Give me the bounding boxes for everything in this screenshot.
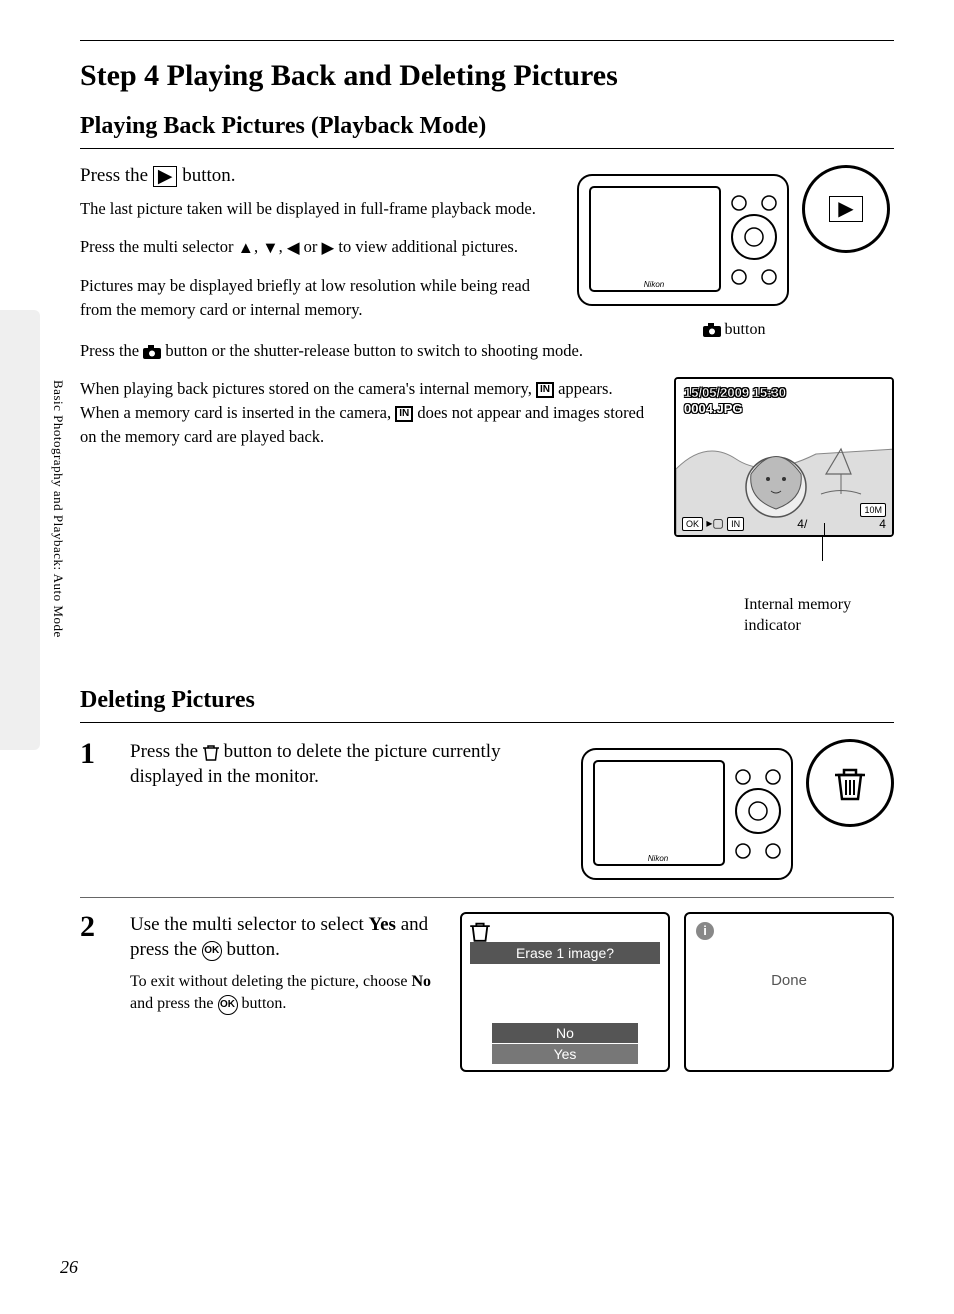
step-instruction: Press the button to delete the picture c… <box>130 739 554 790</box>
pict-icon: ▸▢ <box>706 516 723 530</box>
rule <box>80 722 894 723</box>
paragraph: Press the multi selector ▲, ▼, ◀ or ▶ to… <box>80 235 550 260</box>
playback-screen-illustration: 15/05/2009 15:30 0004.JPG OK ▸▢ IN 4/ 10… <box>674 377 894 537</box>
trash-icon <box>203 743 219 761</box>
delete-button-zoom <box>806 739 894 827</box>
camera-back-illustration: Nikon <box>578 739 798 889</box>
camera-back-illustration: Nikon <box>574 165 794 315</box>
playback-filename: 0004.JPG <box>684 401 743 416</box>
ok-button-icon: OK <box>218 995 238 1015</box>
step-body: To exit without deleting the picture, ch… <box>130 971 436 1016</box>
left-arrow-icon: ◀ <box>287 236 300 260</box>
indicator-caption: Internal memory indicator <box>674 595 894 637</box>
svg-text:Nikon: Nikon <box>648 854 669 863</box>
dialog-option-yes: Yes <box>492 1044 638 1064</box>
text: Press the <box>80 165 153 186</box>
page-number: 26 <box>60 1257 78 1278</box>
main-heading: Step 4 Playing Back and Deleting Picture… <box>80 59 894 93</box>
text: to view additional pictures. <box>334 237 518 256</box>
erase-dialog-illustration: Erase 1 image? No Yes <box>460 912 670 1072</box>
camera-icon <box>143 345 161 359</box>
text: When playing back pictures stored on the… <box>80 379 536 398</box>
trash-icon-large <box>833 763 867 803</box>
paragraph: When playing back pictures stored on the… <box>80 377 650 449</box>
trash-icon <box>470 920 490 942</box>
button-caption: button <box>574 321 894 339</box>
text: button. <box>177 165 235 186</box>
text-bold: Yes <box>368 914 395 935</box>
step-instruction: Use the multi selector to select Yes and… <box>130 912 436 963</box>
info-icon: i <box>696 922 714 940</box>
press-play-heading: Press the ▶ button. <box>80 165 550 187</box>
text: button. <box>238 995 287 1012</box>
paragraph: Pictures may be displayed briefly at low… <box>80 274 550 322</box>
text: button or the shutter-release button to … <box>161 341 583 360</box>
deleting-section-title: Deleting Pictures <box>80 687 894 714</box>
text: To exit without deleting the picture, ch… <box>130 973 411 990</box>
internal-memory-badge-icon: IN <box>727 517 744 531</box>
paragraph: Press the button or the shutter-release … <box>80 339 894 363</box>
internal-memory-icon: IN <box>536 382 554 398</box>
text: and press the <box>130 995 218 1012</box>
rule <box>80 897 894 898</box>
text: Press the multi selector <box>80 237 238 256</box>
text: Press the <box>80 341 143 360</box>
paragraph: The last picture taken will be displayed… <box>80 197 550 221</box>
rule <box>80 148 894 149</box>
ok-badge-icon: OK <box>682 517 703 531</box>
playback-button-zoom: ▶ <box>802 165 890 253</box>
done-label: Done <box>686 972 892 989</box>
image-size-badge: 10M <box>860 503 886 517</box>
playback-datetime: 15/05/2009 15:30 <box>684 385 786 400</box>
ok-button-icon: OK <box>202 941 222 961</box>
done-dialog-illustration: i Done <box>684 912 894 1072</box>
text: Use the multi selector to select <box>130 914 368 935</box>
playback-button-icon: ▶ <box>153 166 178 187</box>
text: Press the <box>130 741 203 762</box>
svg-text:Nikon: Nikon <box>644 280 665 289</box>
camera-icon <box>703 323 721 337</box>
text: button. <box>222 939 280 960</box>
internal-memory-icon: IN <box>395 406 413 422</box>
right-arrow-icon: ▶ <box>322 236 335 260</box>
dialog-question: Erase 1 image? <box>470 942 660 964</box>
up-arrow-icon: ▲ <box>238 236 254 260</box>
text-bold: No <box>411 973 431 990</box>
counter: 4/ <box>797 517 807 531</box>
playback-section-title: Playing Back Pictures (Playback Mode) <box>80 113 894 140</box>
down-arrow-icon: ▼ <box>262 236 278 260</box>
total: 4 <box>879 517 886 531</box>
step-number: 1 <box>80 739 112 769</box>
dialog-option-no: No <box>492 1023 638 1043</box>
top-rule <box>80 40 894 41</box>
step-number: 2 <box>80 912 112 942</box>
playback-button-icon: ▶ <box>829 196 862 222</box>
text: button <box>721 321 766 338</box>
